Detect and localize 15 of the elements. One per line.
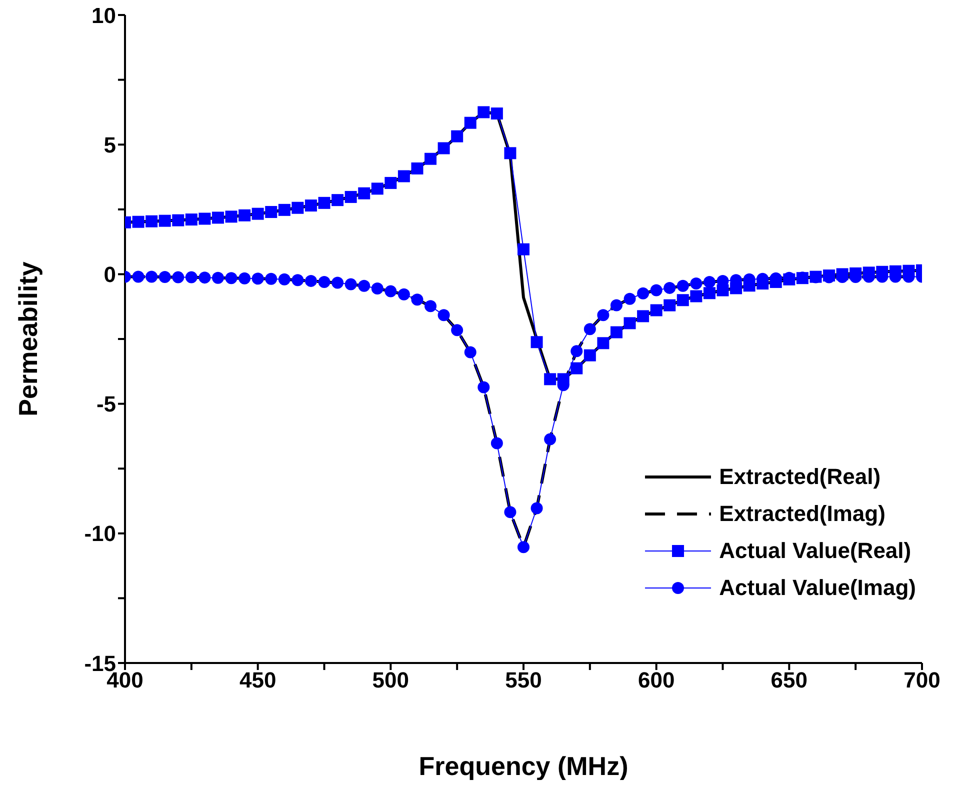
x-tick-label: 700 [904,668,940,693]
legend-label: Actual Value(Real) [719,538,912,564]
y-tick-label: 5 [104,132,116,158]
legend-label: Actual Value(Imag) [719,574,916,600]
x-tick-label: 550 [505,668,542,693]
x-tick-label: 600 [638,668,675,693]
x-tick-label: 500 [372,668,410,693]
x-tick-label: 650 [770,668,808,693]
y-tick-label: -10 [84,521,116,546]
legend-label: Extracted(Imag) [719,500,886,526]
y-tick-label: 0 [104,262,116,288]
legend-label: Extracted(Real) [719,464,881,490]
x-tick-label: 450 [239,668,276,693]
y-tick-label: -5 [96,392,116,417]
y-axis-title: Permeability [13,261,44,416]
